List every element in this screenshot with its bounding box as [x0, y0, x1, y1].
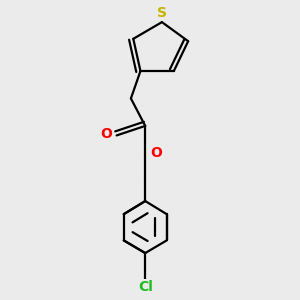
Text: O: O — [150, 146, 162, 160]
Text: S: S — [157, 6, 167, 20]
Text: O: O — [100, 127, 112, 141]
Text: Cl: Cl — [138, 280, 153, 294]
